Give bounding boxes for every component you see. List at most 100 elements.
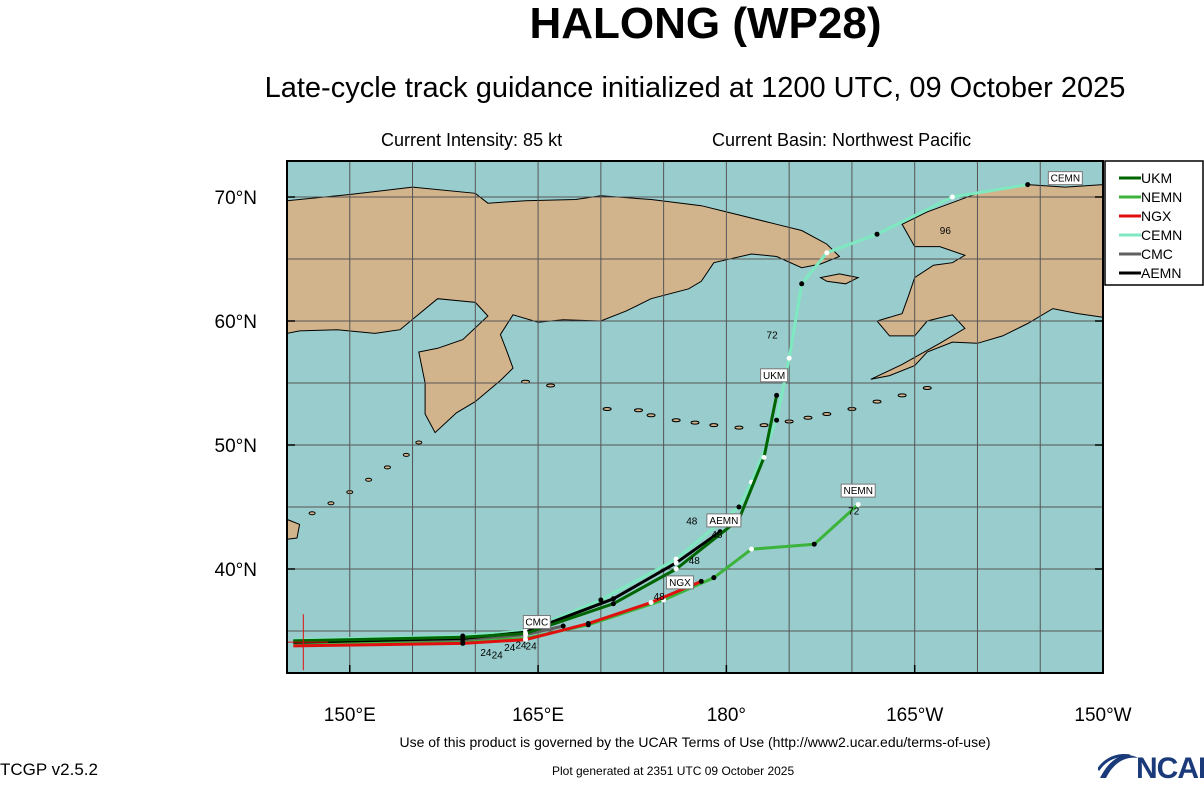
y-tick-label: 40°N [215, 560, 257, 581]
kuril-island [415, 440, 423, 445]
track-point-cemn [824, 250, 830, 256]
aleutian-island [709, 423, 719, 428]
hour-label: 48 [711, 530, 723, 541]
x-tick-label: 150°E [324, 705, 376, 726]
x-tick-label: 165°W [886, 705, 943, 726]
aleutian-island [803, 415, 813, 420]
aleutian-island [872, 399, 882, 404]
aleutian-island [602, 407, 612, 412]
page-subtitle: Late-cycle track guidance initialized at… [264, 72, 1126, 104]
hour-label: 48 [686, 516, 698, 527]
aleutian-island [690, 420, 700, 425]
track-label-box [760, 368, 789, 383]
track-label-aemn: AEMN [709, 516, 738, 527]
hour-label: 96 [940, 226, 952, 237]
track-point-cemn [949, 194, 955, 200]
aleutian-island [646, 413, 656, 418]
track-label-box [522, 615, 551, 630]
current-basin: Current Basin: Northwest Pacific [712, 130, 972, 150]
terms-of-use-note: Use of this product is governed by the U… [399, 734, 991, 750]
track-label-ngx: NGX [669, 578, 691, 589]
generated-timestamp: Plot generated at 2351 UTC 09 October 20… [552, 764, 795, 778]
hour-label: 72 [767, 330, 779, 341]
aleutian-island [634, 408, 644, 413]
track-point-cemn [736, 504, 742, 510]
track-label-cemn: CEMN [1051, 174, 1080, 185]
x-tick-label: 165°E [512, 705, 564, 726]
track-label-cmc: CMC [525, 618, 548, 629]
track-point-cmc [560, 623, 566, 629]
aleutian-island [734, 425, 744, 430]
track-point-ngx [523, 637, 529, 643]
version-label: TCGP v2.5.2 [0, 760, 98, 779]
track-point-ngx [698, 578, 704, 584]
track-point-cemn [598, 597, 604, 603]
hour-label: 24 [480, 648, 492, 659]
track-label-box [665, 575, 694, 590]
track-point-ukm [673, 566, 679, 572]
track-ukm [293, 395, 779, 643]
ncar-logo-text: NCAR [1136, 752, 1204, 785]
track-point-cemn [774, 417, 780, 423]
track-ngx [293, 580, 702, 648]
track-point-ngx [648, 599, 654, 605]
aleutian-island [822, 412, 832, 416]
page-title: HALONG (WP28) [529, 0, 882, 48]
kuril-island [383, 465, 391, 470]
track-label-nemn: NEMN [843, 486, 872, 497]
track-label-ukm: UKM [763, 371, 785, 382]
legend-label-nemn: NEMN [1141, 189, 1182, 205]
hour-label: 72 [848, 506, 860, 517]
legend-box [1104, 160, 1204, 286]
plot-frame [286, 160, 1104, 674]
track-point-nemn [711, 575, 717, 581]
land-siberia [287, 161, 841, 434]
legend-label-cmc: CMC [1141, 246, 1173, 262]
hour-label: 24 [526, 642, 538, 653]
hour-label: 24 [515, 640, 527, 651]
track-point-ukm [774, 392, 780, 398]
y-tick-label: 70°N [215, 188, 257, 209]
aleutian-island [546, 383, 556, 388]
hour-label: 48 [689, 556, 701, 567]
ncar-logo-icon [1098, 754, 1138, 778]
track-point-ukm [523, 630, 529, 636]
aleutian-island [759, 423, 769, 428]
kuril-island [308, 511, 316, 516]
kuril-island [327, 501, 335, 506]
kuril-island [365, 477, 373, 482]
track-point-nemn [748, 546, 754, 552]
track-point-cemn [799, 281, 805, 287]
aleutian-island [671, 418, 681, 423]
track-point-aemn [673, 560, 679, 566]
track-point-ngx [460, 640, 466, 646]
track-point-nemn [811, 541, 817, 547]
track-point-cemn [786, 355, 792, 361]
aleutian-island [922, 385, 932, 390]
track-point-ukm [610, 601, 616, 607]
track-label-box [840, 483, 876, 498]
hour-label: 24 [492, 650, 504, 661]
hour-label: 24 [504, 643, 516, 654]
y-tick-label: 50°N [215, 436, 257, 457]
legend-label-aemn: AEMN [1141, 265, 1181, 281]
kuril-island [402, 452, 410, 457]
track-point-cemn [874, 231, 880, 237]
track-point-ukm [761, 454, 767, 460]
track-point-cemn [1025, 182, 1031, 188]
hour-label: 48 [654, 592, 666, 603]
track-label-box [706, 513, 742, 528]
track-point-ukm [460, 634, 466, 640]
track-label-box [1047, 171, 1083, 186]
current-intensity: Current Intensity: 85 kt [381, 130, 563, 150]
aleutian-island [897, 393, 907, 398]
legend-label-ukm: UKM [1141, 170, 1172, 186]
track-point-ngx [585, 621, 591, 627]
legend-label-cemn: CEMN [1141, 227, 1182, 243]
track-point-nemn [855, 502, 861, 508]
x-tick-label: 150°W [1074, 705, 1131, 726]
track-point-aemn [610, 596, 616, 602]
land-hokkaido [287, 518, 301, 540]
